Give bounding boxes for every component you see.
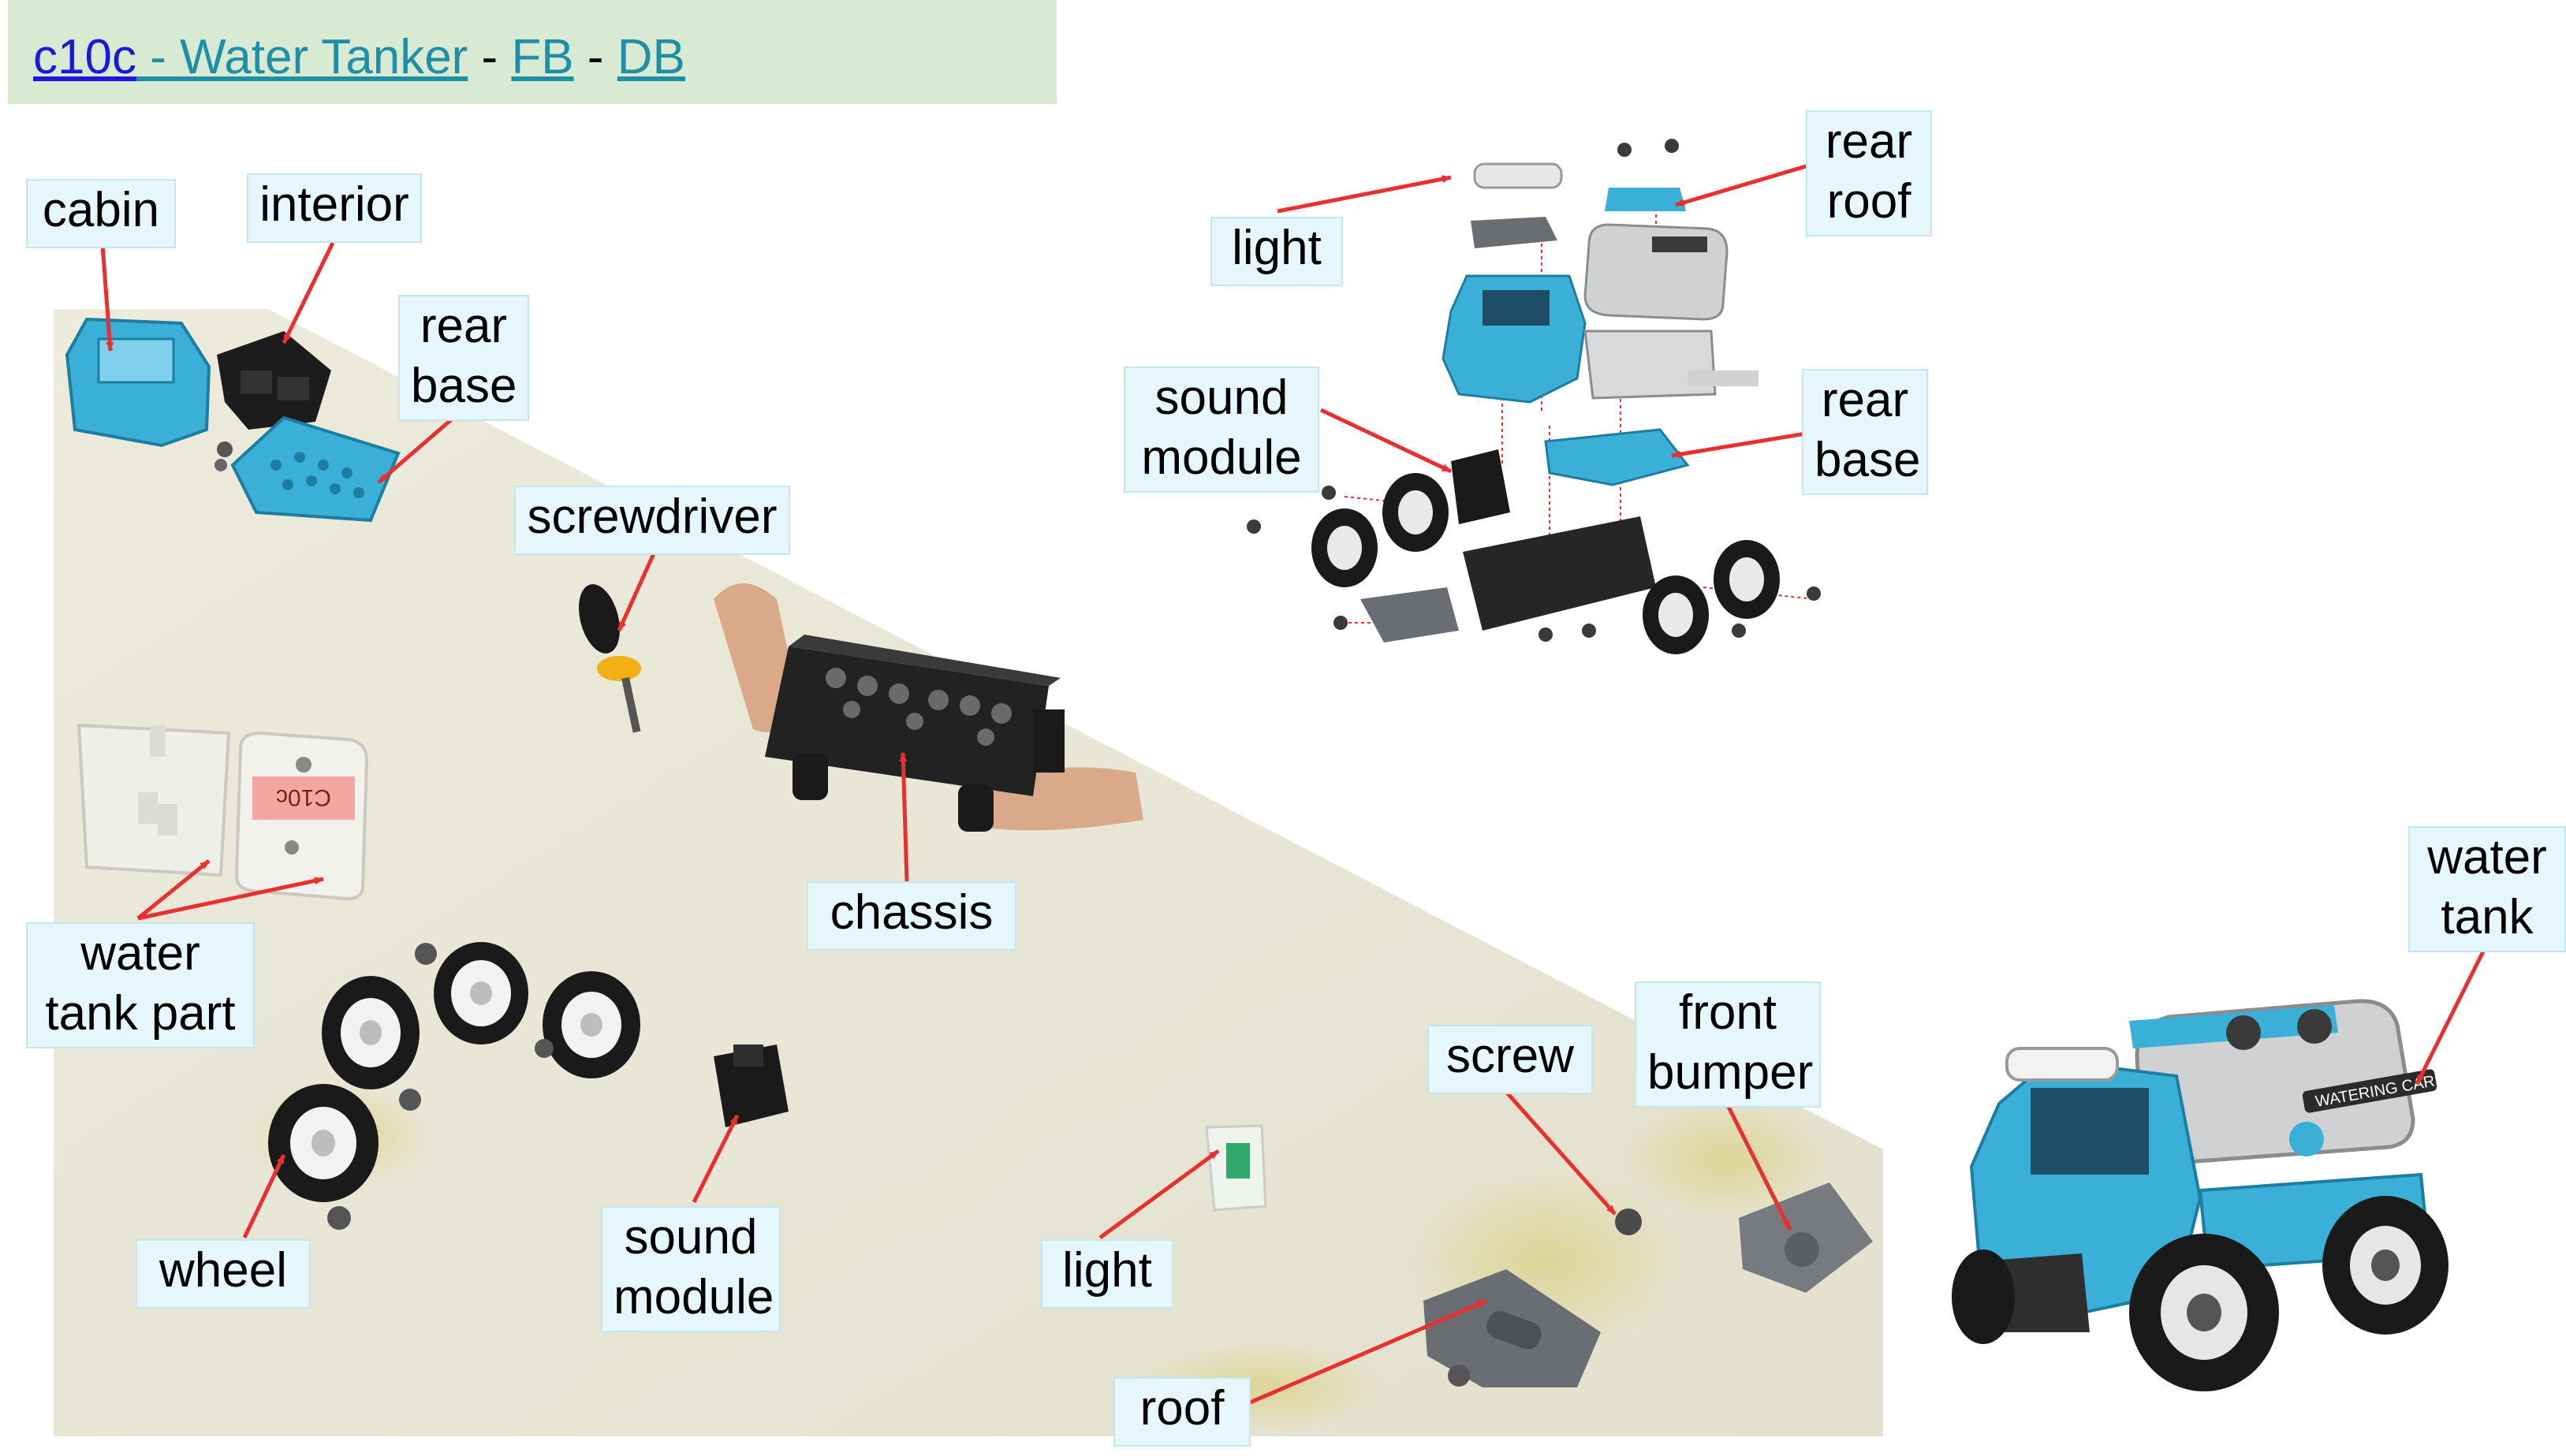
db-link[interactable]: DB — [617, 30, 685, 84]
chassis-part — [714, 583, 1143, 832]
label-front-bumper: front bumper — [1635, 981, 1821, 1108]
label-rear-base: rear base — [398, 295, 529, 421]
label-diagram-sound-module: sound module — [1124, 367, 1319, 493]
label-line: light — [1232, 221, 1322, 275]
label-line: front — [1678, 985, 1777, 1040]
label-water-tank: water tank — [2408, 826, 2566, 952]
label-screw: screw — [1427, 1025, 1593, 1094]
label-line: cabin — [42, 183, 160, 237]
label-sound-module: sound module — [601, 1206, 781, 1332]
label-line: rear — [420, 299, 508, 353]
label-line: roof — [1826, 174, 1911, 229]
label-line: chassis — [830, 885, 994, 940]
label-wheel: wheel — [136, 1239, 311, 1309]
screw-part — [1615, 1208, 1642, 1235]
label-diagram-rear-base: rear base — [1802, 369, 1928, 495]
rear-base-part — [230, 415, 401, 523]
label-diagram-rear-roof: rear roof — [1806, 110, 1932, 236]
light-part — [1205, 1124, 1267, 1212]
label-line: module — [1141, 430, 1302, 485]
label-water-tank-part: water tank part — [26, 922, 255, 1048]
exploded-diagram — [1247, 139, 1821, 654]
label-line: tank — [2441, 890, 2534, 944]
separator: - — [573, 30, 617, 84]
screwdriver-part — [579, 584, 641, 733]
water-tank-part: C10c — [76, 723, 369, 901]
label-line: base — [1814, 433, 1921, 487]
label-line: water — [2427, 830, 2547, 884]
label-line: roof — [1139, 1381, 1225, 1436]
wheel-part — [268, 942, 640, 1230]
label-line: module — [614, 1270, 774, 1324]
label-cabin: cabin — [26, 179, 176, 248]
label-light: light — [1041, 1239, 1173, 1309]
separator: - — [468, 30, 512, 84]
label-line: light — [1062, 1243, 1152, 1298]
label-chassis: chassis — [807, 881, 1016, 951]
header-links: c10c - Water Tanker - FB - DB — [33, 27, 685, 88]
label-line: sound — [1154, 371, 1289, 425]
finished-truck: WATERING CAR — [1952, 999, 2449, 1391]
header-bar: c10c - Water Tanker - FB - DB — [8, 0, 1057, 104]
sound-module-part — [714, 1045, 789, 1127]
label-line: sound — [624, 1210, 758, 1264]
front-bumper-part — [1739, 1182, 1873, 1293]
label-line: base — [411, 359, 517, 413]
interior-part — [217, 331, 331, 430]
annotation-arrows — [100, 162, 2486, 1406]
fb-link[interactable]: FB — [511, 30, 574, 84]
label-line: wheel — [159, 1243, 287, 1298]
label-line: rear — [1825, 114, 1913, 169]
label-line: bumper — [1647, 1045, 1814, 1100]
label-line: water — [80, 926, 200, 981]
label-line: screw — [1446, 1029, 1574, 1083]
label-interior: interior — [247, 173, 422, 243]
parts-photo: C10c — [54, 309, 1883, 1436]
code-link[interactable]: c10c — [33, 30, 136, 84]
water-tanker-link[interactable]: - Water Tanker — [136, 30, 468, 84]
label-diagram-light: light — [1210, 217, 1343, 286]
label-line: rear — [1821, 373, 1909, 427]
label-roof: roof — [1113, 1377, 1251, 1447]
cabin-part — [65, 317, 211, 448]
label-screwdriver: screwdriver — [514, 486, 790, 555]
label-line: interior — [259, 177, 409, 232]
label-line: tank part — [45, 986, 236, 1041]
label-line: screwdriver — [527, 490, 778, 544]
roof-part — [1423, 1269, 1601, 1387]
parts-sticker: C10c — [276, 784, 331, 810]
